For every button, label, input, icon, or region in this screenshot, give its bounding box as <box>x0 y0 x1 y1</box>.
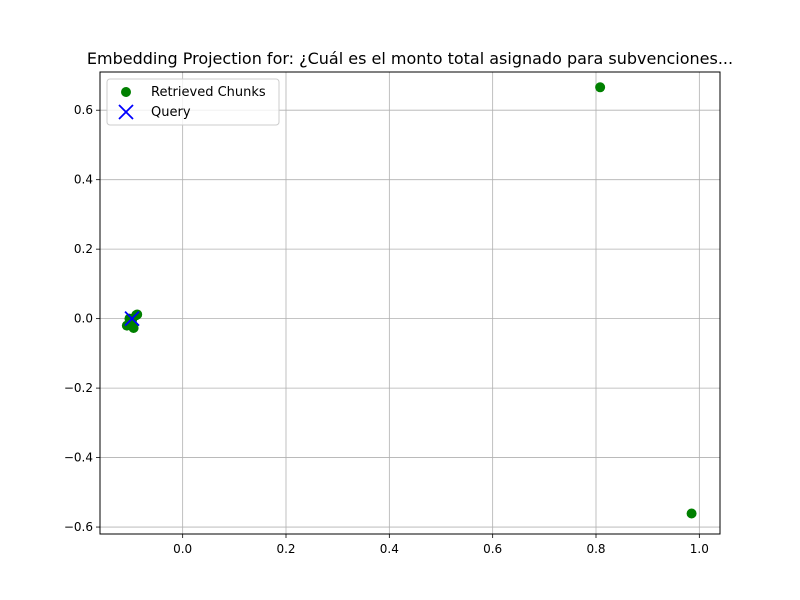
point-retrieved-chunk <box>128 323 139 334</box>
legend-label-query: Query <box>151 105 191 120</box>
legend-marker-query <box>118 104 134 120</box>
x-tick-label: 0.0 <box>173 542 192 556</box>
y-tick-label: −0.4 <box>64 451 93 465</box>
legend-marker-retrieved-chunks <box>121 87 131 97</box>
x-tick-label: 0.2 <box>276 542 295 556</box>
grid-lines <box>100 72 720 534</box>
data-points <box>121 82 697 519</box>
point-retrieved-chunk <box>686 508 697 519</box>
plot-area <box>100 72 720 534</box>
point-retrieved-chunk <box>127 315 138 326</box>
legend-box <box>106 78 280 126</box>
x-tick-label: 0.4 <box>380 542 399 556</box>
y-tick-label: −0.6 <box>64 520 93 534</box>
x-tick-label: 1.0 <box>690 542 709 556</box>
point-retrieved-chunk <box>595 82 606 93</box>
y-tick-label: −0.2 <box>64 381 93 395</box>
axis-ticks: 0.0 0.2 0.4 0.6 0.8 1.0 −0.6 −0.4 −0.2 0.0 0.2 0.4 0… <box>64 103 709 556</box>
legend: Retrieved Chunks Query <box>106 78 280 126</box>
y-tick-label: 0.2 <box>74 242 93 256</box>
point-query <box>124 310 140 327</box>
legend-label-retrieved-chunks: Retrieved Chunks <box>151 85 266 100</box>
chart-title: Embedding Projection for: ¿Cuál es el mo… <box>87 49 733 68</box>
y-tick-label: 0.6 <box>74 103 93 117</box>
plot-frame <box>99 71 721 535</box>
x-tick-label: 0.6 <box>483 542 502 556</box>
y-tick-label: 0.4 <box>74 173 93 187</box>
x-tick-label: 0.8 <box>586 542 605 556</box>
y-tick-label: 0.0 <box>74 312 93 326</box>
